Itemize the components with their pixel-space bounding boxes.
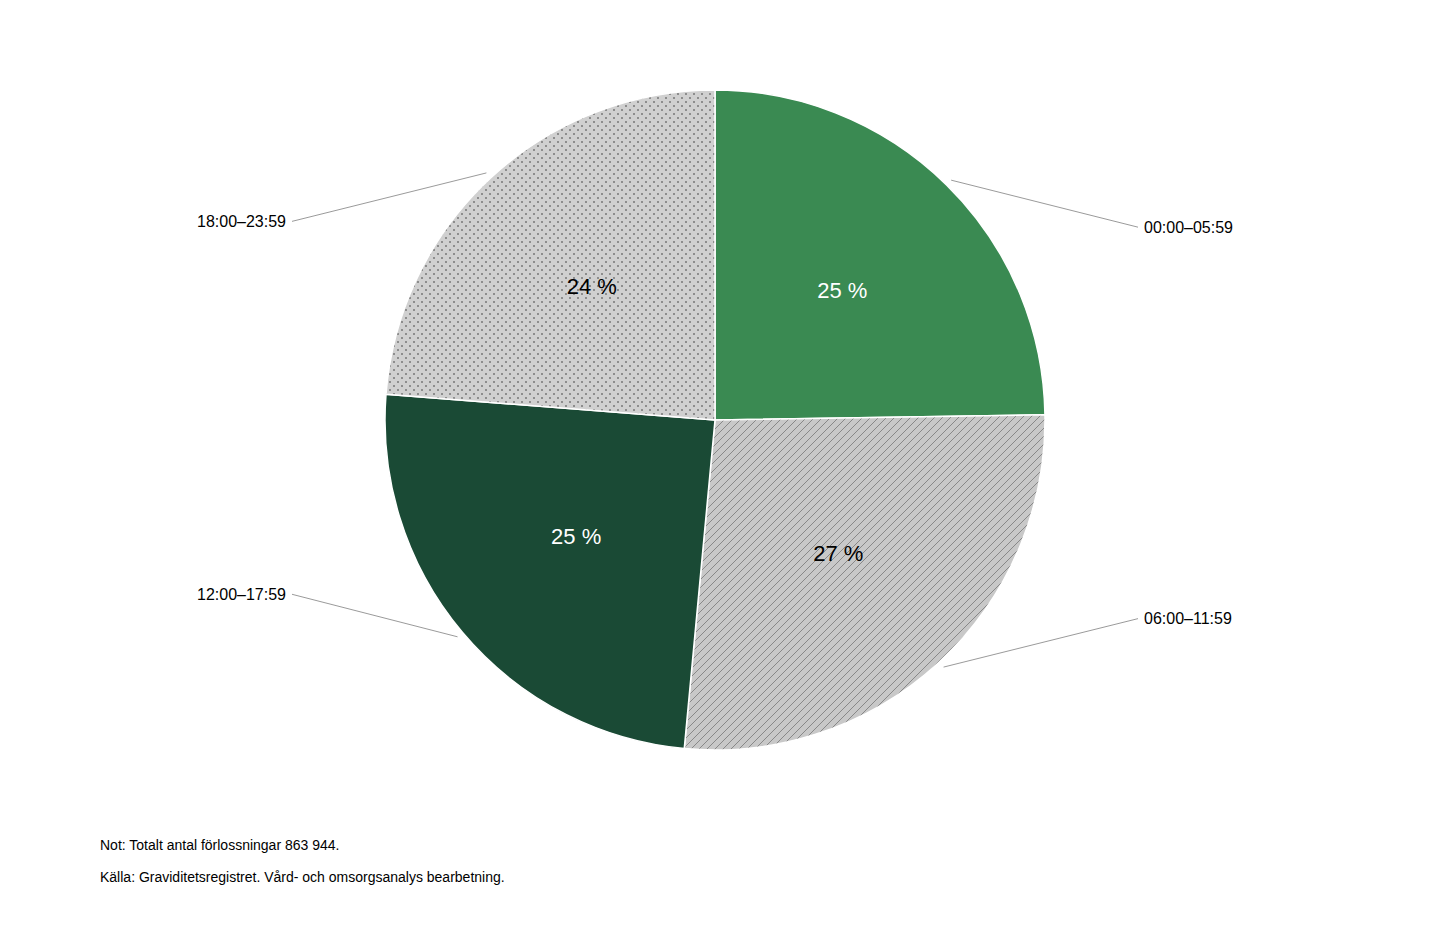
connector-line xyxy=(292,594,458,637)
pie-slice xyxy=(385,394,715,748)
category-label: 06:00–11:59 xyxy=(1144,610,1232,627)
pie-slice xyxy=(684,415,1045,750)
category-label: 12:00–17:59 xyxy=(197,586,286,603)
category-label: 18:00–23:59 xyxy=(197,213,286,230)
data-label: 27 % xyxy=(813,541,863,566)
data-label: 25 % xyxy=(551,524,601,549)
connector-line xyxy=(944,619,1138,667)
pie-slice xyxy=(715,90,1045,420)
footnote: Källa: Graviditetsregistret. Vård- och o… xyxy=(100,869,505,885)
data-label: 24 % xyxy=(567,274,617,299)
data-label: 25 % xyxy=(817,278,867,303)
chart: 25 % 00:00–05:59 27 % 06:00–11:59 25 % 12:00–… xyxy=(0,0,1430,949)
footnotes: Not: Totalt antal förlossningar 863 944.… xyxy=(100,837,505,885)
chart-container: 25 % 00:00–05:59 27 % 06:00–11:59 25 % 12:00–… xyxy=(0,0,1430,949)
connector-line xyxy=(292,173,486,221)
footnote: Not: Totalt antal förlossningar 863 944. xyxy=(100,837,339,853)
labels: 25 % 00:00–05:59 27 % 06:00–11:59 25 % 12:00–… xyxy=(197,173,1233,667)
category-label: 00:00–05:59 xyxy=(1144,219,1233,236)
pie-slice xyxy=(386,90,715,420)
connector-line xyxy=(951,180,1138,227)
slices xyxy=(385,90,1045,750)
